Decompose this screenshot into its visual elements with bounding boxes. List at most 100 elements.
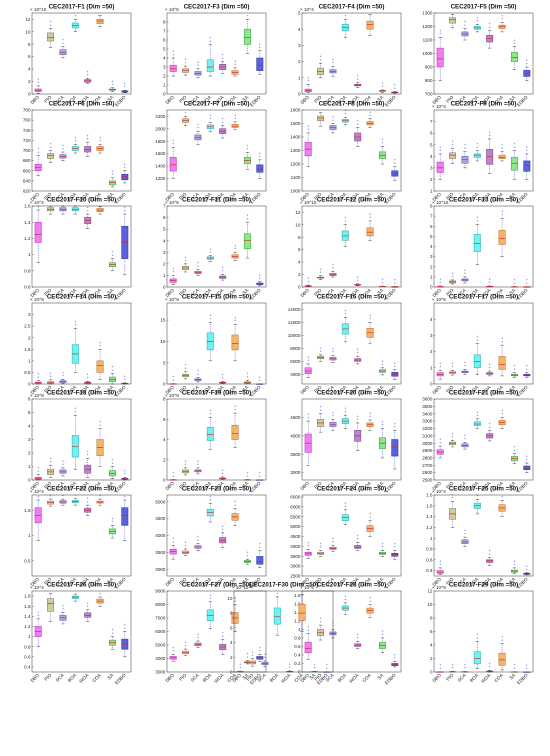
x-category-label: SA [376, 287, 385, 296]
x-category-label: BOA [67, 384, 78, 395]
box-coa: ++ [498, 143, 506, 162]
outlier-marker: + [307, 355, 309, 359]
outlier-marker: + [87, 453, 89, 457]
y-tick-label: 4 [298, 260, 301, 265]
x-category-label: COA [361, 672, 372, 683]
x-category-label: COA [91, 384, 102, 395]
x-category-label: COA [493, 672, 504, 683]
box-coa: + [498, 495, 506, 517]
outlier-marker: + [464, 666, 466, 670]
x-category-label: SCA [457, 287, 468, 298]
y-tick-label: 4 [163, 56, 166, 61]
box-sa: ++ [378, 629, 386, 654]
y-tick-label: 5 [298, 11, 301, 16]
y-tick-label: 5 [163, 47, 166, 52]
y-tick-label: 760 [23, 118, 31, 123]
x-category-label: PIO [313, 384, 322, 393]
outlier-marker: + [209, 412, 211, 416]
box-pio: ++ [449, 663, 457, 673]
outlier-marker: + [124, 209, 126, 213]
y-tick-label: 5500 [290, 514, 301, 519]
x-category-label: BOA [202, 94, 213, 105]
y-tick-label: 10 [227, 596, 233, 601]
outlier-marker: + [439, 559, 441, 563]
outlier-marker: + [234, 117, 236, 121]
y-tick-label: 6 [28, 54, 31, 59]
outlier-marker: + [234, 408, 236, 412]
x-category-label: COA [226, 384, 237, 395]
x-category-label: BOA [67, 480, 78, 491]
x-category-label: PIO [313, 287, 322, 296]
box-sca [59, 205, 67, 215]
box-dbo: ++ [304, 277, 312, 287]
iqr-box [256, 57, 264, 71]
iqr-box [366, 121, 374, 126]
outlier-marker: + [99, 494, 101, 498]
box-boa: ++ [206, 593, 214, 630]
outlier-marker: + [87, 604, 89, 608]
x-category-label: SA [241, 191, 250, 200]
outlier-marker: + [320, 545, 322, 549]
plot-frame [433, 12, 534, 95]
outlier-marker: + [513, 38, 515, 42]
x-category-label: DBO [432, 480, 443, 491]
box-dbo: ++ [436, 145, 444, 180]
outlier-marker: + [476, 216, 478, 220]
outlier-marker: + [501, 17, 503, 21]
x-category-label: PIO [313, 480, 322, 489]
outlier-marker: + [222, 53, 224, 57]
box-coa: ++ [366, 110, 374, 128]
box-boa: ++ [341, 501, 349, 525]
x-category-label: COA [493, 94, 504, 105]
box-pio: ++ [182, 641, 190, 657]
outlier-marker: + [439, 149, 441, 153]
x-category-label: SA [241, 480, 250, 489]
y-tick-label: 0 [298, 92, 301, 97]
y-tick-label: 6000 [290, 359, 301, 364]
outlier-marker: + [489, 665, 491, 669]
outlier-marker: + [111, 368, 113, 372]
y-tick-label: 1 [430, 536, 433, 541]
box-sca: ++ [59, 38, 67, 59]
outlier-marker: + [234, 599, 236, 603]
box-sca: ++ [461, 434, 469, 450]
x-category-label: DBO [30, 672, 41, 683]
outlier-marker: + [526, 455, 528, 459]
outlier-marker: + [381, 85, 383, 89]
outlier-marker: + [320, 408, 322, 412]
box-pio: ++ [449, 493, 457, 528]
outlier-marker: + [344, 219, 346, 223]
outlier-marker: + [464, 20, 466, 24]
x-category-label: SA [376, 384, 385, 393]
outlier-marker: + [259, 155, 261, 159]
outlier-marker: + [234, 503, 236, 507]
axis-multiplier: × 10^8 [30, 393, 44, 398]
boxplot-panel: CEC2017-F25 (Dim =50)× 10^4 0.4 0.6 0.8 1 1.2… [426, 486, 534, 589]
outlier-marker: + [357, 279, 359, 283]
box-woa: ++ [486, 130, 494, 174]
outlier-marker: + [332, 540, 334, 544]
y-tick-label: 740 [23, 128, 31, 133]
chart-title: CEC2017-F29 (Dim =50) [449, 582, 518, 589]
y-tick-label: 2200 [155, 114, 166, 119]
box-coa: ++ [498, 210, 506, 257]
outlier-marker: + [501, 146, 503, 150]
y-tick-label: 0.2 [294, 661, 301, 666]
outlier-marker: + [209, 117, 211, 121]
boxplot-panel: CEC2017-F11 (Dim =50)× 10^501234567+++++… [163, 197, 267, 300]
x-category-label: BOA [337, 191, 348, 202]
x-category-label: BOA [337, 576, 348, 587]
outlier-marker: + [246, 14, 248, 18]
outlier-marker: + [264, 652, 266, 656]
box-pio: ++ [182, 541, 190, 556]
outlier-marker: + [289, 662, 291, 666]
outlier-marker: + [439, 145, 441, 149]
outlier-marker: + [489, 422, 491, 426]
iqr-box [436, 47, 444, 68]
outlier-marker: + [252, 650, 254, 654]
iqr-box [206, 59, 214, 72]
y-tick-label: 1.5 [24, 508, 31, 513]
iqr-box [391, 439, 399, 457]
y-tick-label: 1400 [155, 164, 166, 169]
outlier-marker: + [501, 14, 503, 18]
